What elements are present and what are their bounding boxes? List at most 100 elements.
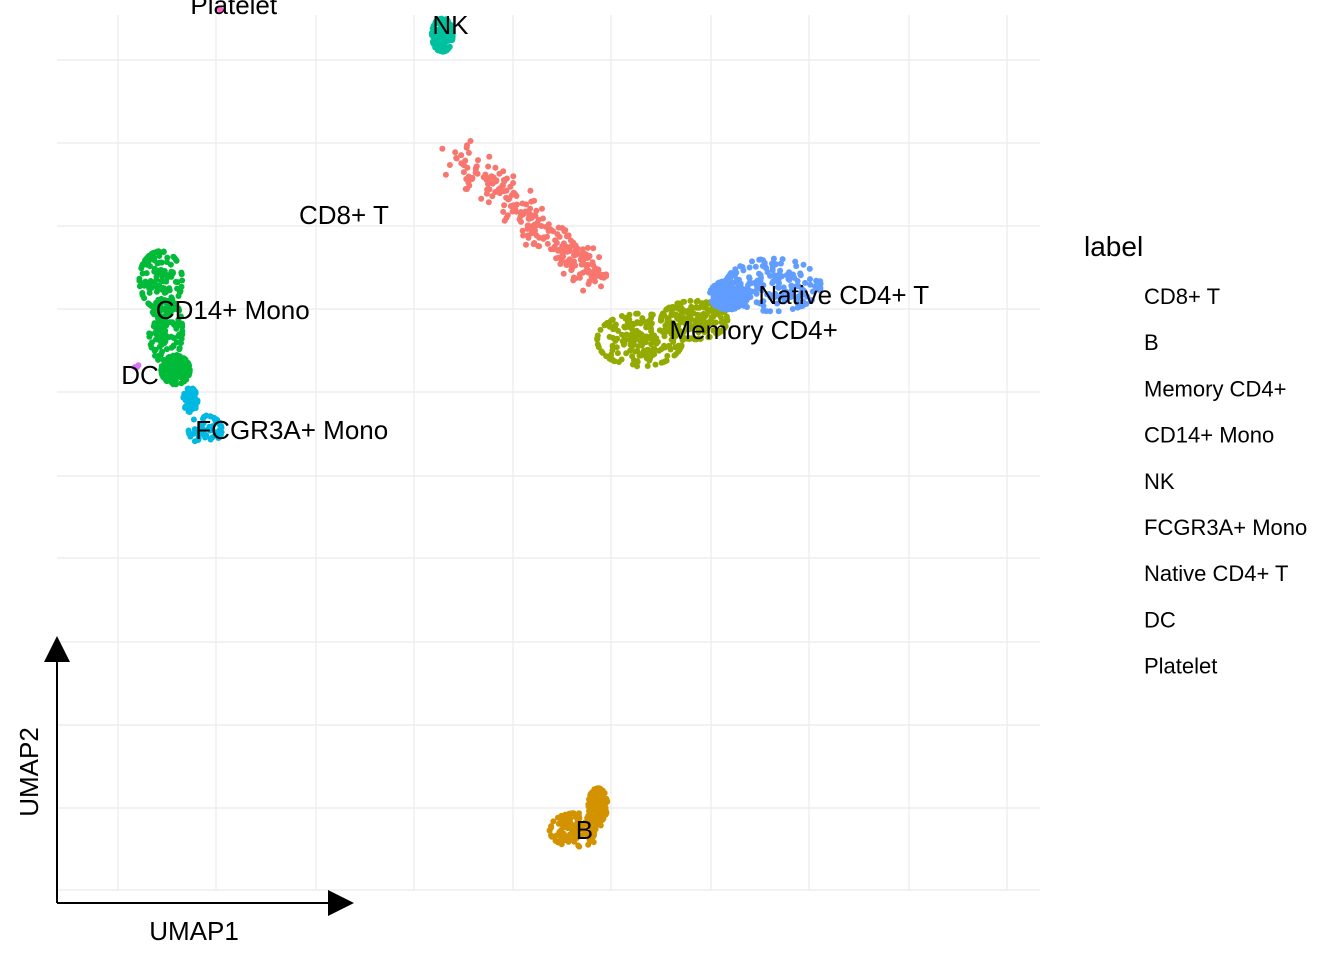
data-point xyxy=(535,216,542,223)
data-point xyxy=(693,304,700,311)
y-axis-title: UMAP2 xyxy=(14,727,44,817)
data-point xyxy=(510,173,517,180)
data-point xyxy=(698,323,704,330)
data-point xyxy=(667,346,674,353)
data-point xyxy=(722,318,729,325)
data-point xyxy=(675,330,682,337)
data-point xyxy=(809,288,816,295)
data-point xyxy=(518,218,524,225)
data-point xyxy=(775,276,782,283)
data-point xyxy=(629,330,635,337)
data-point xyxy=(556,233,563,240)
data-point xyxy=(579,258,586,265)
data-point xyxy=(594,332,601,339)
data-point xyxy=(536,234,543,241)
data-point xyxy=(170,253,177,260)
legend-entries: CD8+ T B Memory CD4+ CD14+ Mono NK FCGR3A+ Mo… xyxy=(1144,284,1307,679)
data-point xyxy=(534,222,541,229)
data-point xyxy=(772,290,779,297)
data-point xyxy=(159,348,165,355)
data-point xyxy=(721,325,728,332)
data-point xyxy=(570,242,577,249)
data-point xyxy=(590,245,597,252)
data-point xyxy=(215,435,222,441)
data-point xyxy=(165,303,172,310)
data-point xyxy=(807,276,813,283)
data-point xyxy=(566,248,573,254)
data-point xyxy=(184,369,191,376)
data-point xyxy=(579,246,586,253)
data-point xyxy=(737,263,744,270)
data-point xyxy=(464,164,471,171)
data-point xyxy=(165,334,172,341)
data-point xyxy=(434,47,441,54)
data-point xyxy=(469,174,476,181)
data-point xyxy=(715,288,722,295)
data-point xyxy=(588,825,595,832)
series-native-cd4-t xyxy=(707,255,824,315)
data-point xyxy=(597,326,604,333)
data-point xyxy=(513,201,520,208)
data-point xyxy=(609,356,615,363)
data-point xyxy=(156,343,163,350)
data-point xyxy=(794,300,801,307)
data-point xyxy=(174,358,181,365)
data-point xyxy=(562,227,569,234)
data-point xyxy=(708,298,715,305)
cluster-label-fcgr3a-mono: FCGR3A+ Mono xyxy=(195,415,388,445)
data-point xyxy=(519,200,526,207)
data-point xyxy=(442,38,449,45)
data-point xyxy=(730,304,737,311)
data-point xyxy=(746,275,753,282)
data-point xyxy=(464,142,470,149)
data-point xyxy=(500,177,507,183)
data-point xyxy=(167,310,174,317)
data-point xyxy=(505,195,512,202)
data-point xyxy=(603,353,610,360)
data-point xyxy=(680,329,687,336)
data-point xyxy=(162,297,169,304)
data-point xyxy=(688,305,695,312)
data-point xyxy=(554,814,561,821)
data-point xyxy=(525,234,532,241)
data-point xyxy=(738,288,745,295)
data-point xyxy=(493,177,500,184)
data-point xyxy=(563,233,570,240)
data-point xyxy=(647,355,653,362)
data-point xyxy=(218,422,224,429)
data-point xyxy=(141,295,148,302)
legend-entry: NK xyxy=(1144,469,1175,494)
data-point xyxy=(672,344,679,351)
data-point xyxy=(639,315,646,322)
data-point xyxy=(160,313,167,320)
data-point xyxy=(732,278,739,285)
data-point xyxy=(722,287,729,294)
data-point xyxy=(571,252,577,259)
data-point xyxy=(501,202,508,209)
grid-lines xyxy=(57,15,1040,891)
data-point xyxy=(648,312,655,319)
data-point xyxy=(446,162,453,168)
data-point xyxy=(548,833,555,840)
data-point xyxy=(551,243,558,250)
data-point xyxy=(572,262,579,269)
data-point xyxy=(186,397,193,404)
data-point xyxy=(174,285,181,292)
data-point xyxy=(170,342,177,349)
data-point xyxy=(763,265,769,272)
data-point xyxy=(181,361,188,368)
data-point xyxy=(661,344,668,351)
data-point xyxy=(161,360,168,367)
data-point xyxy=(598,283,604,290)
data-point xyxy=(648,341,655,348)
data-point xyxy=(483,190,490,197)
data-point xyxy=(465,149,472,156)
data-point xyxy=(199,430,206,437)
data-point xyxy=(576,820,583,826)
data-point xyxy=(203,412,209,419)
data-point xyxy=(163,322,170,329)
data-point xyxy=(560,240,567,247)
data-point xyxy=(683,315,690,322)
data-point xyxy=(186,402,193,408)
data-point xyxy=(160,285,167,291)
